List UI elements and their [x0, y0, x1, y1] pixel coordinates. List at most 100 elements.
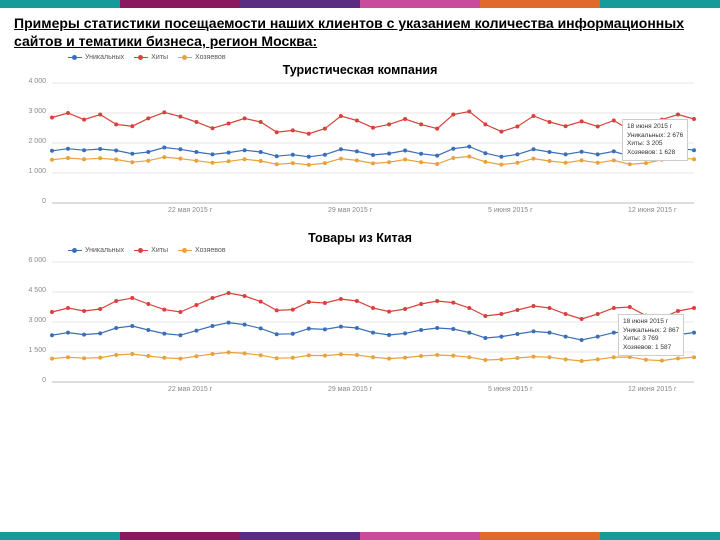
series-marker-hits — [66, 111, 70, 115]
series-marker-hosts — [307, 354, 311, 358]
series-marker-hosts — [580, 359, 584, 363]
series-marker-hits — [403, 307, 407, 311]
series-marker-hits — [451, 301, 455, 305]
series-marker-hosts — [483, 358, 487, 362]
series-marker-hosts — [275, 163, 279, 167]
series-marker-hits — [307, 300, 311, 304]
series-marker-hosts — [323, 161, 327, 165]
series-marker-hits — [307, 132, 311, 136]
series-marker-hosts — [515, 356, 519, 360]
x-axis-label: 12 июня 2015 г — [628, 207, 677, 214]
series-marker-unique — [483, 152, 487, 156]
legend-item: Уникальных — [68, 247, 124, 254]
y-axis-label: 6 000 — [18, 257, 46, 264]
legend-item: Хиты — [134, 247, 168, 254]
series-marker-unique — [275, 155, 279, 159]
series-marker-hosts — [419, 354, 423, 358]
series-marker-hits — [692, 117, 696, 121]
series-marker-hosts — [692, 158, 696, 162]
series-marker-unique — [114, 149, 118, 153]
series-marker-hosts — [499, 358, 503, 362]
series-marker-hits — [355, 299, 359, 303]
series-marker-hosts — [162, 155, 166, 159]
series-marker-unique — [178, 148, 182, 152]
series-marker-unique — [243, 323, 247, 327]
y-axis-label: 0 — [18, 198, 46, 205]
series-marker-hits — [98, 307, 102, 311]
series-marker-unique — [82, 333, 86, 337]
series-marker-unique — [339, 148, 343, 152]
y-axis-label: 1 000 — [18, 168, 46, 175]
series-marker-hits — [162, 111, 166, 115]
series-marker-hosts — [323, 354, 327, 358]
series-marker-hits — [66, 306, 70, 310]
series-marker-hosts — [676, 357, 680, 361]
chart-svg — [18, 77, 698, 223]
series-marker-hosts — [403, 158, 407, 162]
series-marker-unique — [275, 333, 279, 337]
series-marker-hosts — [162, 356, 166, 360]
series-marker-hits — [499, 312, 503, 316]
y-axis-label: 0 — [18, 377, 46, 384]
series-marker-hosts — [612, 159, 616, 163]
legend-label: Хиты — [151, 247, 168, 254]
series-marker-unique — [114, 326, 118, 330]
legend-item: Хозяевов — [178, 54, 226, 61]
y-axis-label: 3 000 — [18, 317, 46, 324]
series-marker-unique — [339, 325, 343, 329]
series-marker-hosts — [339, 353, 343, 357]
series-marker-hits — [291, 308, 295, 312]
x-axis-label: 22 мая 2015 г — [168, 207, 212, 214]
x-axis-label: 5 июня 2015 г — [488, 207, 533, 214]
series-marker-hosts — [66, 156, 70, 160]
chart-tooltip: 18 июня 2015 гУникальных: 2 867Хиты: 3 7… — [618, 314, 684, 356]
series-marker-hits — [612, 306, 616, 310]
series-marker-hits — [130, 296, 134, 300]
y-axis-label: 2 000 — [18, 138, 46, 145]
series-marker-unique — [66, 147, 70, 151]
legend-label: Уникальных — [85, 247, 124, 254]
chart-svg — [18, 256, 698, 402]
series-marker-hits — [259, 300, 263, 304]
series-marker-hosts — [307, 163, 311, 167]
series-marker-unique — [532, 148, 536, 152]
series-marker-unique — [483, 336, 487, 340]
series-marker-hosts — [499, 163, 503, 167]
series-marker-unique — [355, 150, 359, 154]
series-marker-unique — [178, 334, 182, 338]
series-marker-unique — [419, 152, 423, 156]
series-marker-hosts — [532, 355, 536, 359]
series-marker-unique — [371, 153, 375, 157]
series-marker-hits — [194, 120, 198, 124]
series-marker-hosts — [114, 353, 118, 357]
series-marker-hosts — [451, 156, 455, 160]
series-marker-hits — [275, 131, 279, 135]
series-marker-hits — [612, 119, 616, 123]
series-marker-hits — [339, 297, 343, 301]
series-marker-hosts — [515, 161, 519, 165]
series-marker-hosts — [580, 159, 584, 163]
series-marker-hits — [114, 123, 118, 127]
series-marker-unique — [564, 153, 568, 157]
series-marker-unique — [548, 150, 552, 154]
legend-marker-icon — [68, 55, 82, 61]
series-marker-unique — [307, 155, 311, 159]
series-marker-unique — [692, 149, 696, 153]
series-marker-hosts — [82, 158, 86, 162]
series-marker-unique — [130, 152, 134, 156]
x-axis-label: 29 мая 2015 г — [328, 207, 372, 214]
series-marker-unique — [467, 331, 471, 335]
series-marker-unique — [532, 330, 536, 334]
series-marker-hits — [483, 123, 487, 127]
series-marker-unique — [403, 149, 407, 153]
series-marker-hosts — [66, 356, 70, 360]
chart2-legend: УникальныхХитыХозяевов — [14, 247, 706, 254]
series-marker-hits — [178, 115, 182, 119]
series-line-hits — [52, 112, 694, 134]
series-marker-hosts — [211, 161, 215, 165]
series-marker-hits — [499, 130, 503, 134]
series-marker-hosts — [644, 358, 648, 362]
series-marker-hits — [451, 113, 455, 117]
legend-label: Уникальных — [85, 54, 124, 61]
series-marker-hosts — [435, 353, 439, 357]
